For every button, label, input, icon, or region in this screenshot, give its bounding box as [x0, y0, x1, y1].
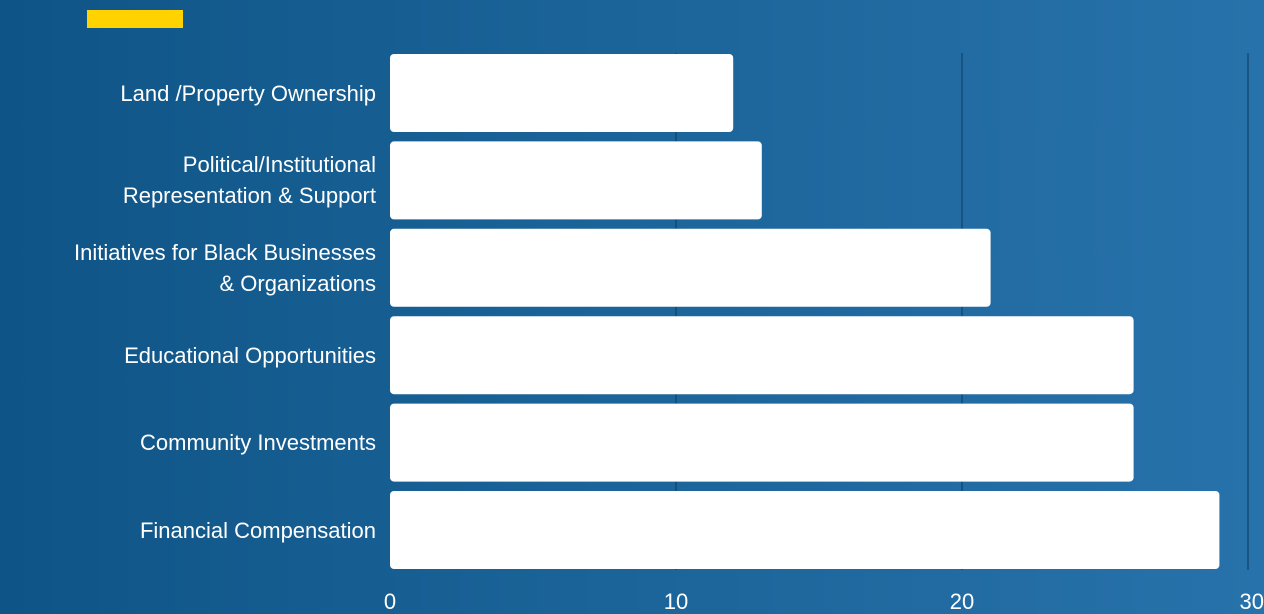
category-label: Educational Opportunities	[124, 342, 376, 368]
x-axis-ticks: 0 10 20 30	[384, 589, 1264, 614]
x-tick-label: 20	[950, 589, 974, 614]
bars	[390, 54, 1220, 569]
category-label: Political/Institutional Representation &…	[122, 152, 376, 209]
category-label: Land /Property Ownership	[120, 80, 376, 106]
category-label: Financial Compensation	[139, 517, 376, 543]
x-tick-label: 10	[664, 589, 688, 614]
accent-bar	[87, 10, 183, 28]
x-tick-label: 0	[384, 589, 396, 614]
bar	[390, 228, 991, 307]
bar	[390, 54, 734, 132]
bar	[390, 141, 762, 220]
x-tick-label: 30	[1240, 589, 1264, 614]
bar	[390, 316, 1134, 395]
category-label: Community Investments	[140, 430, 376, 456]
category-label: Initiatives for Black Businesses & Organ…	[73, 239, 376, 296]
bar	[390, 491, 1220, 569]
bar	[390, 403, 1134, 482]
gridlines	[675, 53, 1249, 570]
